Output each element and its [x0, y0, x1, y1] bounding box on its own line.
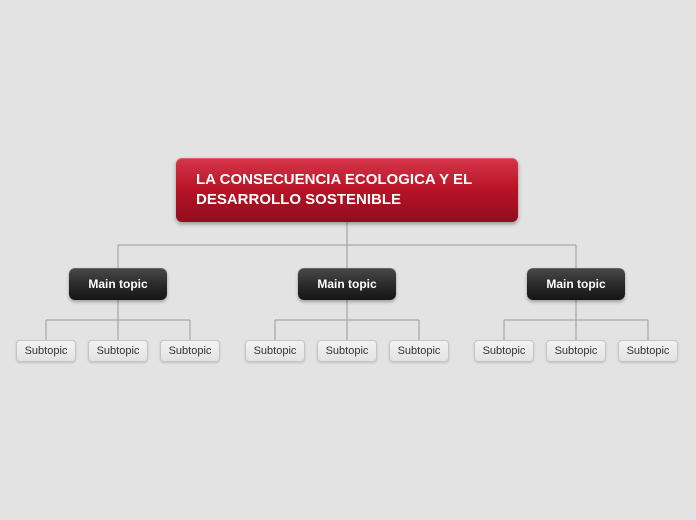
subtopic-node[interactable]: Subtopic — [546, 340, 606, 362]
subtopic-node[interactable]: Subtopic — [245, 340, 305, 362]
connector-lines — [0, 0, 696, 520]
subtopic-node[interactable]: Subtopic — [317, 340, 377, 362]
subtopic-label: Subtopic — [326, 345, 369, 357]
subtopic-label: Subtopic — [25, 345, 68, 357]
root-node[interactable]: LA CONSECUENCIA ECOLOGICA Y EL DESARROLL… — [176, 158, 518, 222]
subtopic-node[interactable]: Subtopic — [474, 340, 534, 362]
subtopic-label: Subtopic — [627, 345, 670, 357]
main-topic-node[interactable]: Main topic — [69, 268, 167, 300]
subtopic-node[interactable]: Subtopic — [160, 340, 220, 362]
subtopic-node[interactable]: Subtopic — [618, 340, 678, 362]
subtopic-label: Subtopic — [97, 345, 140, 357]
subtopic-label: Subtopic — [555, 345, 598, 357]
subtopic-node[interactable]: Subtopic — [16, 340, 76, 362]
subtopic-node[interactable]: Subtopic — [389, 340, 449, 362]
main-topic-node[interactable]: Main topic — [298, 268, 396, 300]
main-topic-label: Main topic — [88, 277, 147, 291]
subtopic-label: Subtopic — [483, 345, 526, 357]
mindmap-canvas: LA CONSECUENCIA ECOLOGICA Y EL DESARROLL… — [0, 0, 696, 520]
root-label: LA CONSECUENCIA ECOLOGICA Y EL DESARROLL… — [196, 170, 498, 211]
subtopic-label: Subtopic — [254, 345, 297, 357]
main-topic-node[interactable]: Main topic — [527, 268, 625, 300]
main-topic-label: Main topic — [317, 277, 376, 291]
subtopic-label: Subtopic — [169, 345, 212, 357]
main-topic-label: Main topic — [546, 277, 605, 291]
subtopic-node[interactable]: Subtopic — [88, 340, 148, 362]
subtopic-label: Subtopic — [398, 345, 441, 357]
